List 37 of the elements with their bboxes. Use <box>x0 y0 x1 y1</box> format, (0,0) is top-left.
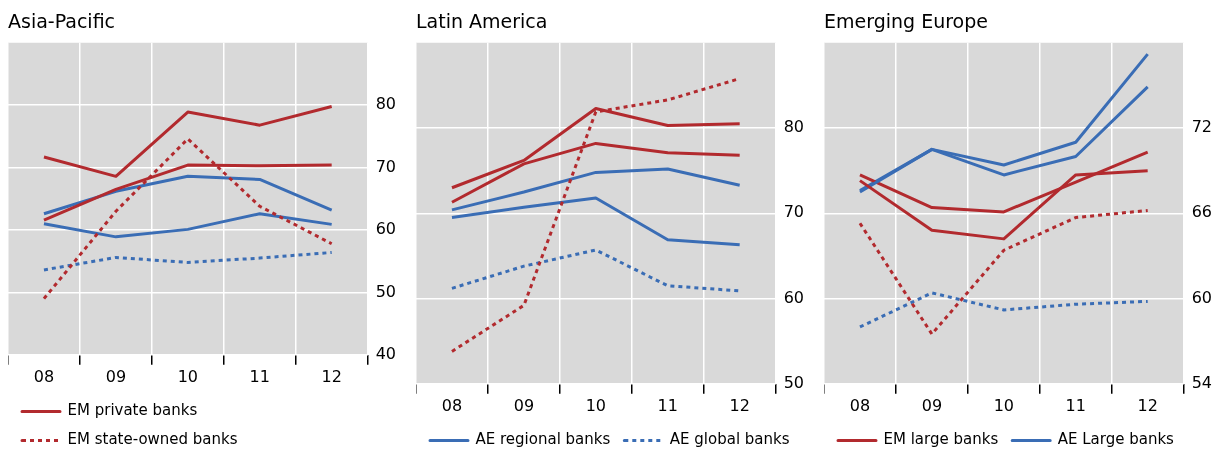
x-tick-label: 11 <box>1065 395 1086 415</box>
y-tick-label: 72 <box>1191 117 1212 137</box>
y-tick-label: 40 <box>375 343 396 363</box>
y-tick-label: 80 <box>783 117 804 137</box>
legend-label: AE global banks <box>669 430 790 449</box>
chart-title: Emerging Europe <box>824 10 988 33</box>
y-tick-label: 60 <box>375 219 396 239</box>
y-tick-label: 54 <box>1191 372 1212 392</box>
y-tick-label: 50 <box>783 372 804 392</box>
x-tick-label: 12 <box>321 366 342 386</box>
legend-label: AE regional banks <box>475 430 611 449</box>
legend-label: EM state-owned banks <box>67 430 238 449</box>
x-tick-label: 08 <box>33 366 55 386</box>
legend-label: AE Large banks <box>1057 430 1175 449</box>
x-tick-label: 10 <box>177 366 198 386</box>
y-tick-label: 50 <box>375 281 396 301</box>
legend-label: EM large banks <box>883 430 999 449</box>
y-tick-label: 70 <box>375 156 396 176</box>
legend-label: EM private banks <box>67 401 198 420</box>
x-tick-label: 10 <box>585 395 606 415</box>
y-tick-label: 60 <box>1191 287 1212 307</box>
x-tick-label: 09 <box>105 366 127 386</box>
x-tick-label: 08 <box>441 395 463 415</box>
chart-title: Asia-Pacific <box>8 10 116 33</box>
x-tick-label: 09 <box>513 395 535 415</box>
x-tick-label: 08 <box>849 395 871 415</box>
x-tick-label: 12 <box>1137 395 1158 415</box>
x-tick-label: 12 <box>729 395 750 415</box>
x-tick-label: 11 <box>657 395 678 415</box>
chart-title: Latin America <box>416 10 548 33</box>
y-tick-label: 66 <box>1191 202 1212 222</box>
x-tick-label: 11 <box>249 366 270 386</box>
x-tick-label: 09 <box>921 395 943 415</box>
y-tick-label: 60 <box>783 287 804 307</box>
y-tick-label: 70 <box>783 202 804 222</box>
y-tick-label: 80 <box>375 94 396 114</box>
x-tick-label: 10 <box>993 395 1014 415</box>
